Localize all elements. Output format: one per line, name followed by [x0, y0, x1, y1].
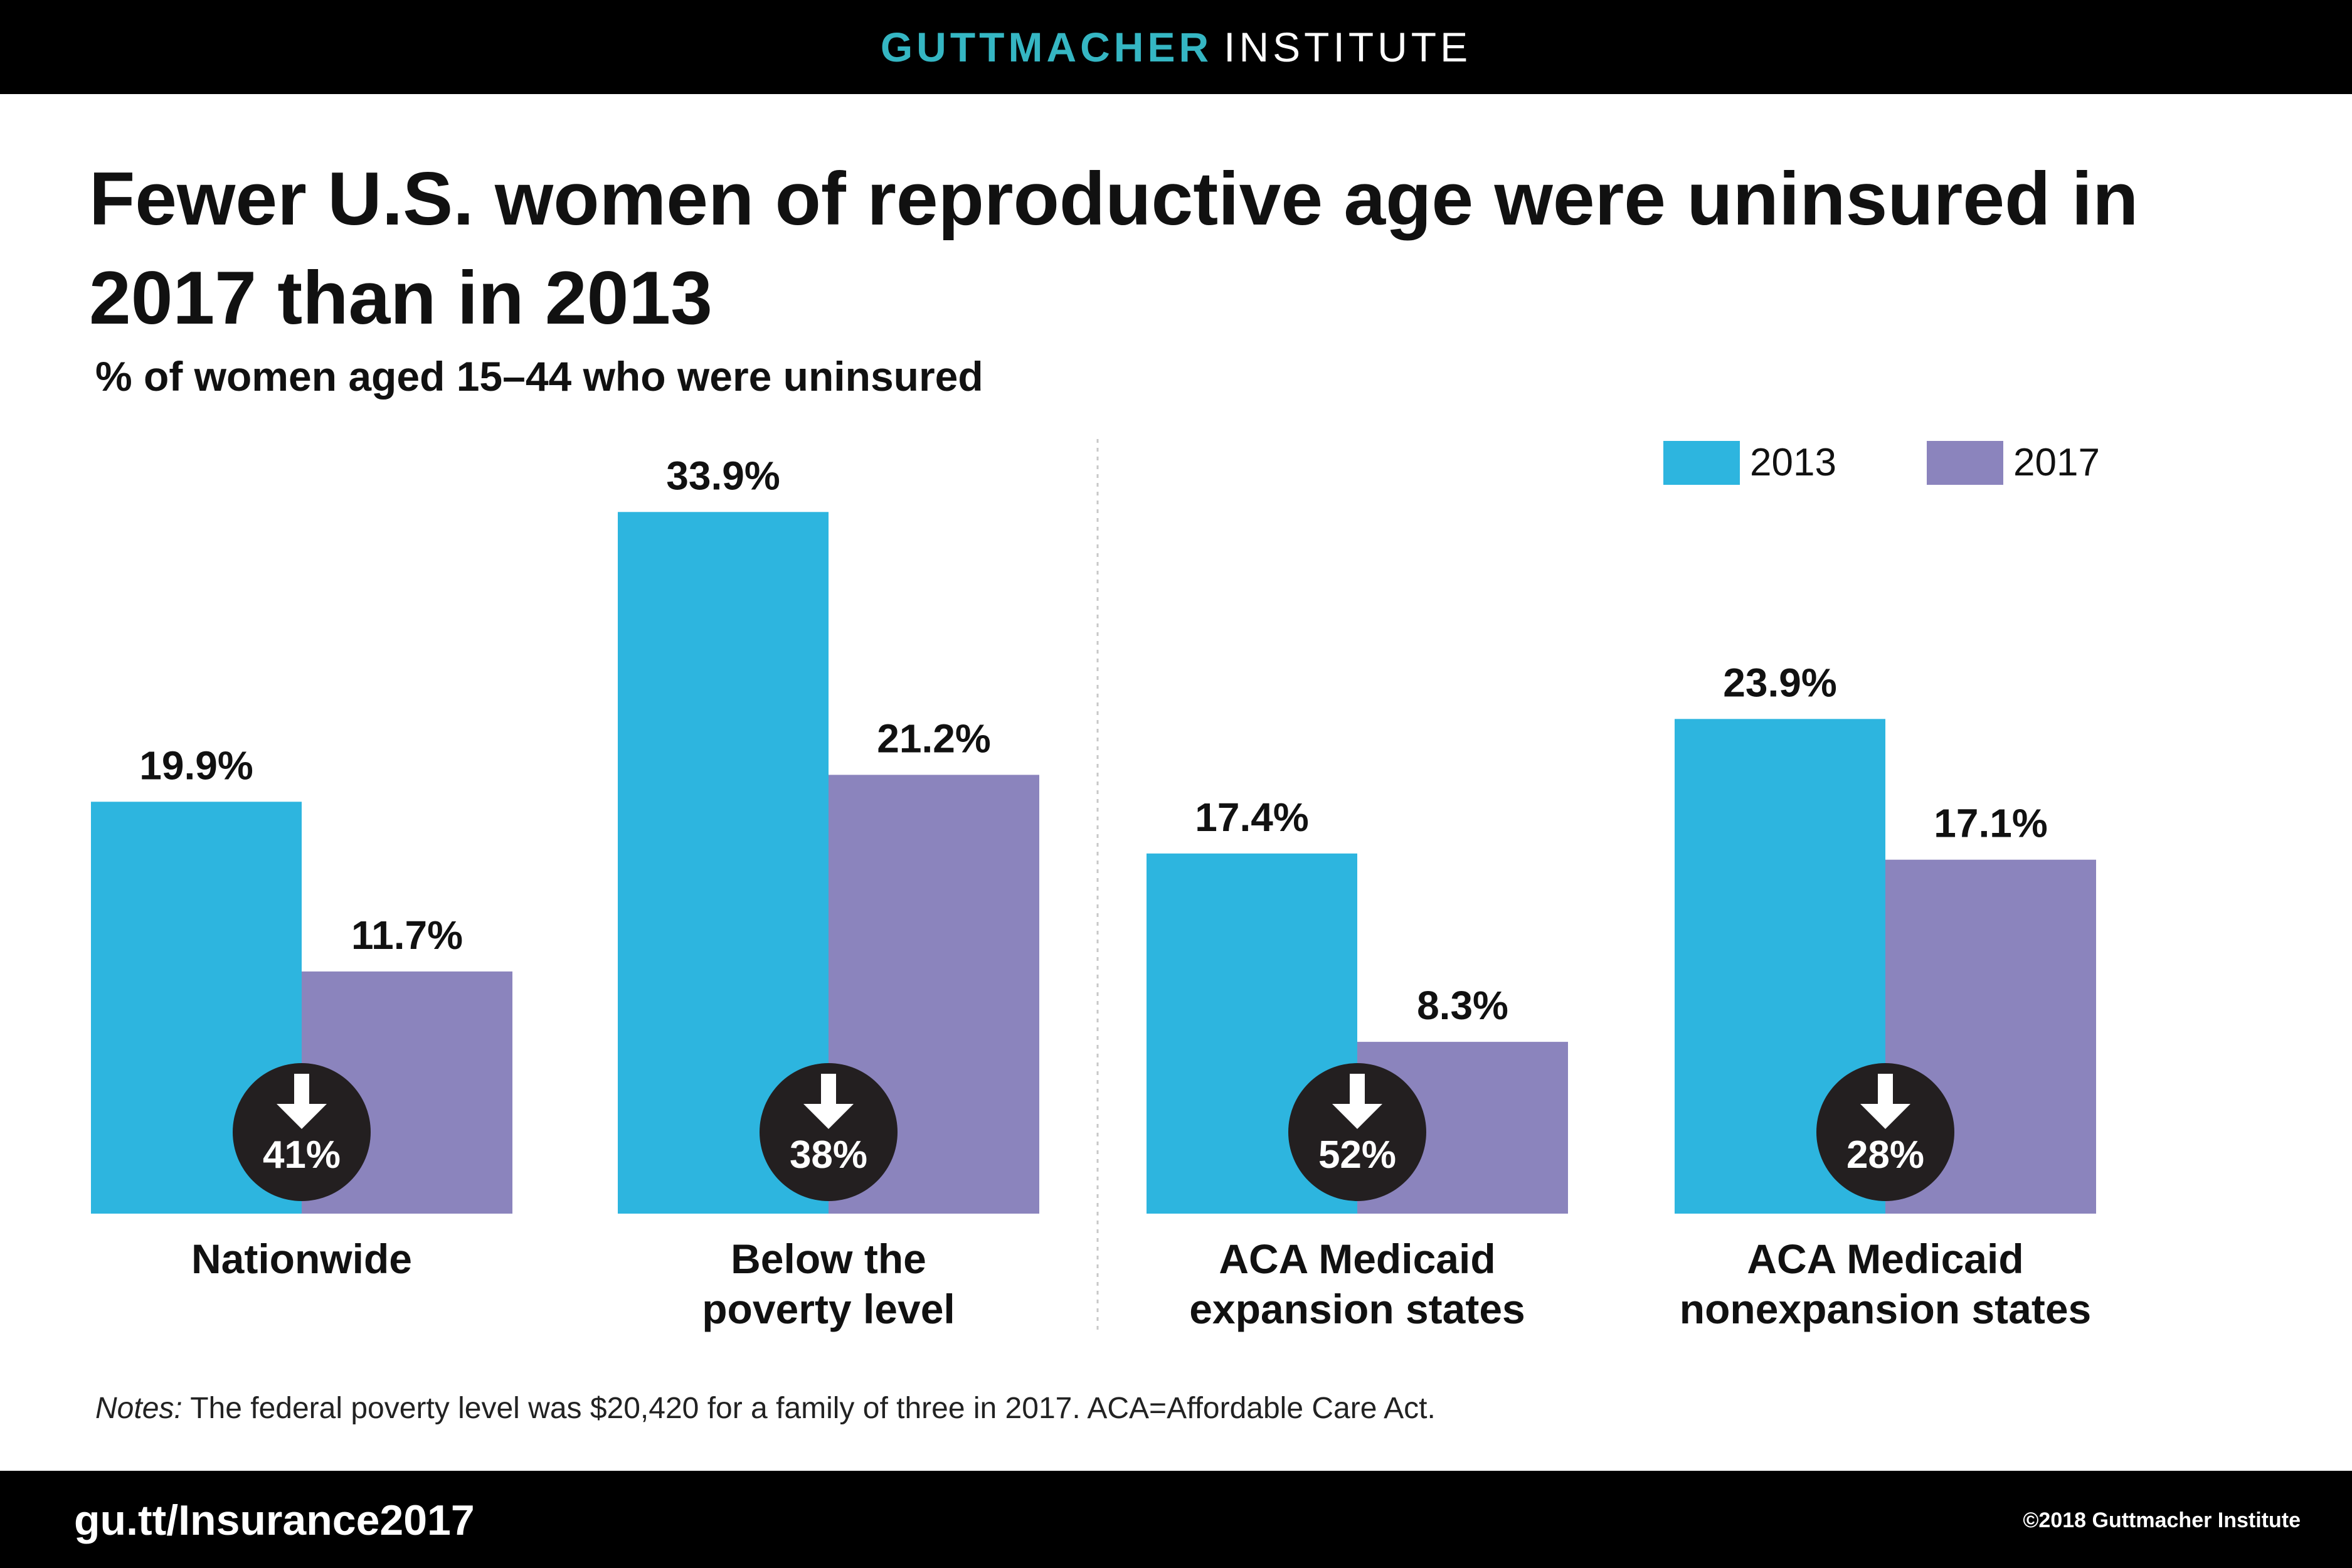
data-label-2017-4: 17.1%	[1934, 801, 2047, 846]
legend-swatch-2017	[1927, 441, 2003, 485]
change-badge-label-4: 28%	[1846, 1133, 1924, 1177]
change-badge-3	[1288, 1063, 1426, 1201]
legend-swatch-2013	[1663, 441, 1740, 485]
category-label-line: ACA Medicaid	[1219, 1236, 1495, 1282]
change-badge-label-2: 38%	[790, 1133, 867, 1177]
category-label-line: ACA Medicaid	[1747, 1236, 2023, 1282]
category-label-3: ACA Medicaid expansion states	[1189, 1236, 1525, 1332]
category-label-line: poverty level	[702, 1286, 955, 1332]
category-label-line: Nationwide	[191, 1236, 412, 1282]
chart-title: Fewer U.S. women of reproductive age wer…	[89, 157, 2139, 340]
change-badge-2	[760, 1063, 898, 1201]
category-label-line: expansion states	[1189, 1286, 1525, 1332]
notes: Notes: The federal poverty level was $20…	[95, 1391, 1436, 1426]
data-label-2017-2: 21.2%	[877, 716, 990, 761]
down-arrow-icon	[1878, 1074, 1893, 1106]
legend-label-2013: 2013	[1750, 441, 1836, 484]
data-label-2013-4: 23.9%	[1723, 660, 1836, 705]
data-label-2017-3: 8.3%	[1417, 983, 1508, 1028]
data-label-2013-2: 33.9%	[666, 453, 780, 498]
change-badge-label-1: 41%	[263, 1133, 341, 1177]
down-arrow-icon	[821, 1074, 836, 1106]
footer-url[interactable]: gu.tt/Insurance2017	[74, 1496, 475, 1544]
legend-label-2017: 2017	[2013, 441, 2100, 484]
header-bar: GUTTMACHER INSTITUTE	[0, 0, 2352, 94]
brand-name-rest: INSTITUTE	[1224, 24, 1472, 70]
brand-logo: GUTTMACHER INSTITUTE	[881, 23, 1471, 71]
down-arrow-head-icon	[1332, 1104, 1382, 1129]
data-label-2013-1: 19.9%	[139, 743, 253, 788]
data-label-2017-1: 11.7%	[351, 913, 463, 958]
category-label-1: Nationwide	[191, 1236, 412, 1282]
category-label-4: ACA Medicaid nonexpansion states	[1680, 1236, 2092, 1332]
down-arrow-head-icon	[803, 1104, 854, 1129]
notes-text: The federal poverty level was $20,420 fo…	[190, 1392, 1436, 1425]
category-label-line: nonexpansion states	[1680, 1286, 2092, 1332]
change-badge-1	[233, 1063, 371, 1201]
down-arrow-head-icon	[277, 1104, 327, 1129]
down-arrow-icon	[1350, 1074, 1365, 1106]
data-label-2013-3: 17.4%	[1195, 795, 1308, 840]
down-arrow-head-icon	[1860, 1104, 1910, 1129]
change-badge-label-3: 52%	[1318, 1133, 1396, 1177]
notes-label: Notes:	[95, 1392, 183, 1425]
category-label-2: Below the poverty level	[702, 1236, 955, 1332]
down-arrow-icon	[294, 1074, 309, 1106]
brand-name-bold: GUTTMACHER	[880, 24, 1213, 70]
category-label-line: Below the	[731, 1236, 926, 1282]
chart-subtitle: % of women aged 15–44 who were uninsured	[95, 353, 983, 400]
change-badge-4	[1816, 1063, 1954, 1201]
footer-copyright: ©2018 Guttmacher Institute	[2023, 1508, 2301, 1532]
footer-bar	[0, 1471, 2352, 1568]
